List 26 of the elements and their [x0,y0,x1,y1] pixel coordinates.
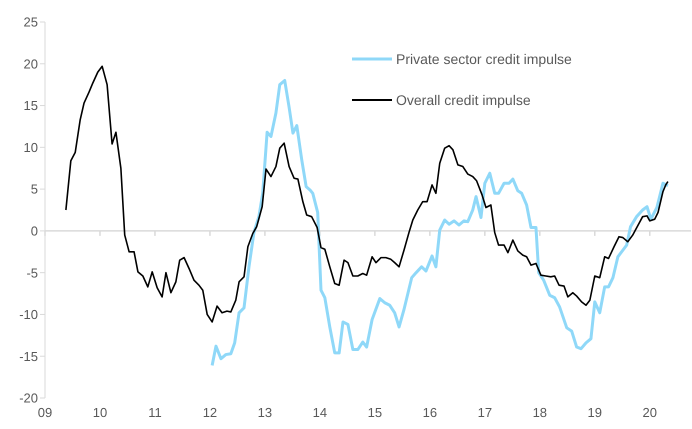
y-tick-label: -20 [19,390,38,406]
y-tick-label: 10 [24,140,38,155]
x-tick-label: 15 [368,405,382,420]
y-tick-label: -15 [19,348,38,364]
y-tick-label: 5 [30,182,38,197]
x-tick-label: 10 [92,405,108,420]
x-tick-label: 19 [588,405,602,420]
x-tick-label: 13 [258,405,272,420]
y-tick-label: 15 [24,98,38,114]
x-tick-label: 18 [532,405,548,420]
x-tick-label: 20 [642,405,657,420]
line-series [65,65,669,323]
legend-label: Private sector credit impulse [396,50,572,66]
x-tick-label: 14 [312,405,328,420]
y-tick-label: 0 [30,224,38,239]
x-tick-label: 17 [478,405,492,420]
x-tick-label: 16 [422,405,438,420]
y-tick-label: -10 [19,307,38,322]
x-tick-label: 11 [148,405,162,420]
x-tick-label: 09 [38,405,52,420]
y-tick-label: 25 [24,14,38,30]
line-series [210,78,670,367]
legend-label: Overall credit impulse [396,92,531,108]
x-tick-label: 12 [202,405,218,420]
y-tick-label: 20 [24,56,38,72]
y-tick-label: -5 [26,265,38,280]
